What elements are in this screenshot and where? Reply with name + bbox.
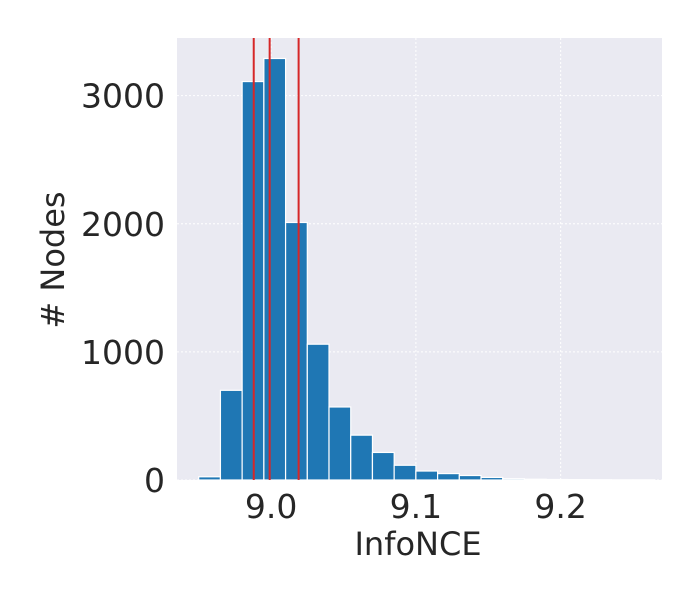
y-tick-label: 0 [144,461,165,500]
x-tick-label: 9.1 [390,487,442,526]
histogram-bar [307,344,329,480]
y-axis-ticks: 0 1000 2000 3000 [81,77,165,500]
histogram-bar [264,58,286,480]
x-tick-label: 9.2 [534,487,586,526]
y-tick-label: 3000 [81,77,165,116]
histogram-bar [394,465,416,480]
histogram-bar [546,479,568,480]
histogram-bar [481,477,503,480]
histogram-bar [503,479,525,480]
y-tick-label: 2000 [81,205,165,244]
histogram-bar [524,479,546,480]
histogram-bar [199,477,221,480]
histogram-bar [438,474,460,480]
histogram-bar [329,407,351,480]
histogram-bar [351,435,373,480]
x-axis-ticks: 9.0 9.1 9.2 [245,487,587,526]
x-tick-label: 9.0 [245,487,297,526]
histogram-bar [286,222,308,480]
histogram-bar [372,452,394,480]
x-axis-label: InfoNCE [354,525,481,563]
y-axis-label: # Nodes [34,191,72,328]
y-tick-label: 1000 [81,333,165,372]
histogram-bar [459,476,481,480]
histogram-bar [416,471,438,480]
histogram-bar [220,390,242,480]
